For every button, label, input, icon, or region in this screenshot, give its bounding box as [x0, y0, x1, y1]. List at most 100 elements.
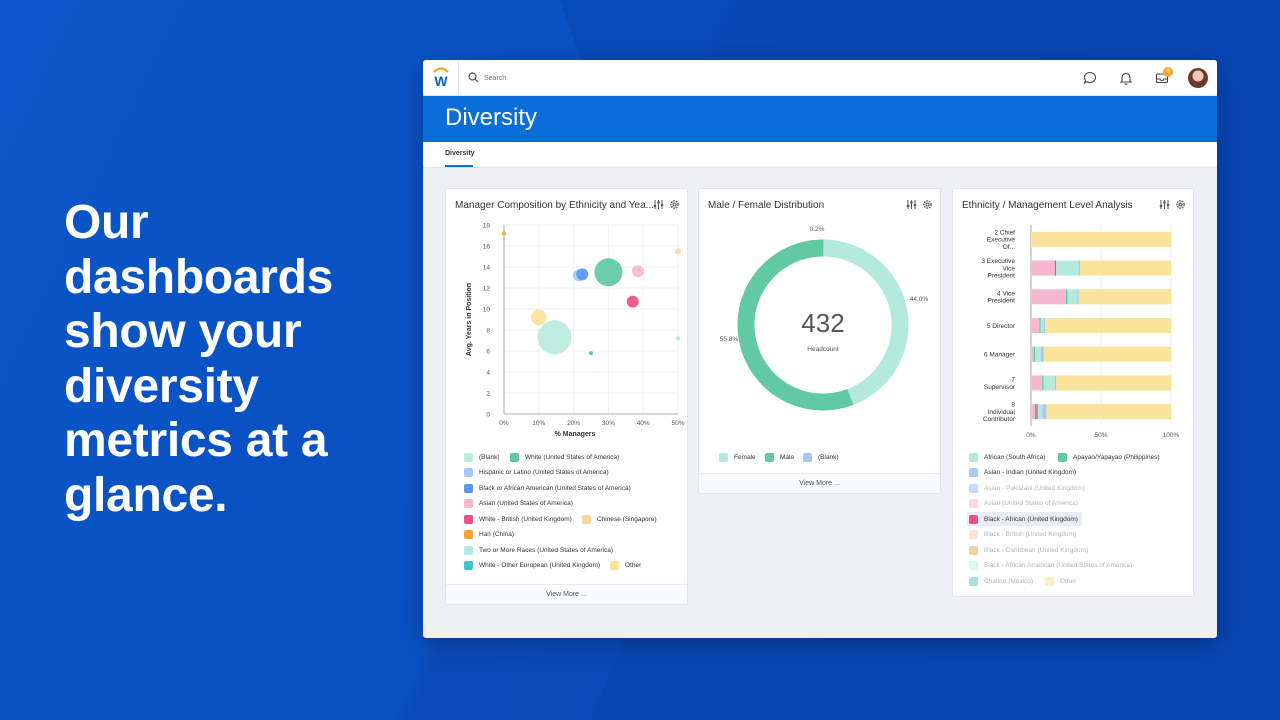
bubble-point [530, 309, 547, 326]
bar-segment [1054, 260, 1057, 276]
legend-item[interactable]: Asian (United States of America) [969, 499, 1078, 509]
legend-label: Chatino (Mexico) [984, 577, 1034, 585]
legend-item[interactable]: Han (China) [464, 530, 514, 540]
legend-item[interactable]: Asian - Pakistani (United Kingdom) [969, 483, 1085, 493]
gear-icon[interactable] [1175, 199, 1186, 210]
filter-icon[interactable] [1159, 199, 1170, 210]
legend-item[interactable]: Black - British (United Kingdom) [969, 530, 1076, 540]
headcount-value: 432 [801, 308, 844, 338]
gear-icon[interactable] [669, 199, 680, 210]
x-tick-label: 10% [532, 420, 545, 427]
legend-label: (Blank) [818, 453, 839, 461]
bubble-point [675, 248, 681, 255]
legend-swatch [765, 452, 774, 462]
inbox-badge: 9 [1163, 67, 1173, 77]
legend-item[interactable]: White - Other European (United Kingdom) [464, 561, 600, 571]
legend-item[interactable]: Female [719, 452, 756, 462]
view-more-link[interactable]: View More ... [446, 584, 687, 604]
legend-item[interactable]: Other [610, 561, 641, 571]
legend-label: Male [780, 453, 795, 461]
legend-label: Chinese (Singapore) [597, 515, 657, 523]
x-tick-label: 50% [671, 420, 684, 427]
legend-swatch [464, 545, 473, 555]
legend-item[interactable]: Chinese (Singapore) [582, 514, 657, 524]
bar-segment [1054, 375, 1057, 391]
legend-item[interactable]: Hispanic or Latino (United States of Ame… [464, 468, 609, 478]
bar-segment [1039, 318, 1041, 333]
y-tick-label: 6 [486, 348, 490, 355]
bubble-point [537, 320, 572, 355]
card-title: Manager Composition by Ethnicity and Yea… [455, 200, 655, 211]
gear-icon[interactable] [922, 199, 933, 210]
legend-swatch [803, 452, 812, 462]
bar-segment [1033, 346, 1036, 362]
legend-label: Black - African American (United States … [984, 562, 1133, 569]
legend-item[interactable]: Asian - Indian (United Kingdom) [969, 468, 1076, 478]
legend-item[interactable]: Male [765, 452, 794, 462]
legend-item[interactable]: Black - African American (United States … [969, 561, 1132, 571]
active-tab-indicator [445, 165, 473, 167]
legend-label: Black - African (United Kingdom) [984, 515, 1078, 523]
bar-segment [1031, 375, 1043, 391]
search-icon[interactable] [468, 72, 479, 83]
filter-icon[interactable] [906, 199, 917, 210]
workday-logo[interactable]: W [423, 60, 459, 96]
top-bar: W 9 [423, 60, 1217, 96]
bar-segment [1046, 404, 1171, 420]
bar-segment [1031, 404, 1036, 420]
legend-item[interactable]: Black - African (United Kingdom) [967, 512, 1082, 526]
legend-item[interactable]: (Blank) [803, 452, 839, 462]
legend-label: White - Other European (United Kingdom) [479, 562, 601, 569]
bar-segment [1066, 289, 1068, 305]
donut-slice [737, 239, 854, 411]
legend-item[interactable]: White (United States of America) [510, 452, 619, 462]
bar-segment [1043, 375, 1055, 391]
legend-item[interactable]: White - British (United Kingdom) [464, 514, 572, 524]
svg-text:W: W [434, 73, 448, 89]
x-tick-label: 0% [499, 420, 509, 427]
tab-diversity[interactable]: Diversity [445, 150, 475, 157]
legend-item[interactable]: (Blank) [464, 452, 500, 462]
legend-swatch [719, 452, 728, 462]
legend-label: Han (China) [479, 531, 515, 538]
legend-item[interactable]: Chatino (Mexico) [969, 576, 1033, 586]
tab-bar: Diversity [423, 142, 1217, 168]
chat-icon[interactable] [1082, 70, 1098, 86]
donut-chart: 0.2% 44.0% 55.8% 432 Headcount [720, 226, 928, 411]
bar-segment [1078, 260, 1080, 276]
legend-item[interactable]: Two or More Races (United States of Amer… [464, 545, 613, 555]
bar-segment [1038, 404, 1043, 420]
slice-label: 55.8% [720, 336, 739, 343]
stacked-bar-chart: 0% 50% 100% 2 Chief Executive Of... 3 Executiv… [981, 225, 1180, 439]
legend-label: Female [734, 453, 756, 461]
avatar[interactable] [1188, 68, 1208, 88]
filter-icon[interactable] [653, 199, 664, 210]
inbox-icon[interactable] [1154, 70, 1170, 86]
legend-swatch [1058, 452, 1067, 462]
view-more-link[interactable]: View More ... [699, 473, 940, 493]
y-tick-label: 14 [483, 264, 491, 271]
bar-segment [1042, 404, 1047, 420]
category-label: 4 Vice President [988, 290, 1016, 304]
bell-icon[interactable] [1118, 70, 1134, 86]
y-tick-label: 4 [486, 369, 490, 376]
legend-label: Black - British (United Kingdom) [984, 531, 1077, 538]
legend-label: Black or African American (United States… [479, 484, 631, 492]
legend-label: Black - Caribbean (United Kingdom) [984, 546, 1089, 554]
legend-item[interactable]: Black or African American (United States… [464, 483, 631, 493]
legend-item[interactable]: Black - Caribbean (United Kingdom) [969, 545, 1088, 555]
legend-item[interactable]: African (South Africa) [969, 452, 1045, 462]
legend-swatch [610, 561, 619, 570]
page-header [423, 96, 1217, 142]
legend-swatch [969, 452, 978, 462]
x-tick-label: 20% [567, 420, 580, 427]
legend-label: White - British (United Kingdom) [479, 515, 572, 523]
bubble-point [676, 336, 680, 341]
legend-item[interactable]: Apayao/Yapayao (Philippines) [1058, 452, 1160, 462]
legend-item[interactable]: Other [1045, 576, 1076, 586]
legend-label: Asian (United States of America) [984, 500, 1078, 507]
bar-segment [1040, 346, 1044, 362]
search-input[interactable] [484, 70, 884, 86]
bar-segment [1056, 260, 1079, 276]
legend-item[interactable]: Asian (United States of America) [464, 499, 573, 509]
